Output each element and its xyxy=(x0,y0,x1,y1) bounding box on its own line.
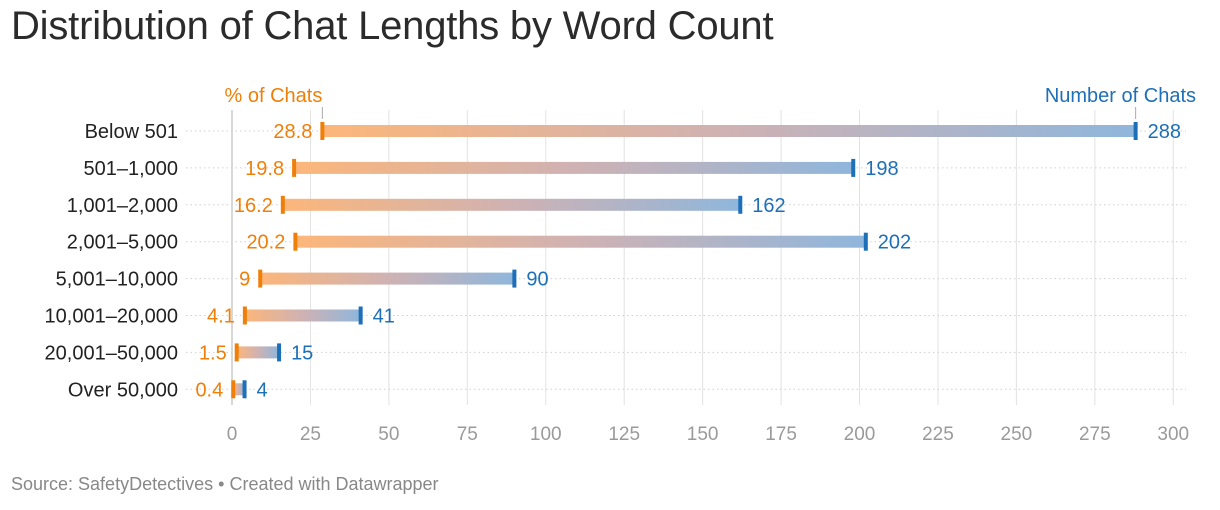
category-label: 501–1,000 xyxy=(83,158,178,180)
category-label: 1,001–2,000 xyxy=(67,195,178,217)
category-label: 5,001–10,000 xyxy=(56,269,178,291)
pct-value-label: 16.2 xyxy=(234,195,273,217)
range-dot-chart: 0 25 50 75 100 125 150 175 200 225 250 275 300 Below … xyxy=(45,85,1196,445)
count-value-label: 90 xyxy=(526,269,548,291)
pct-marker xyxy=(258,269,263,288)
x-tick-label: 225 xyxy=(922,424,954,445)
count-marker xyxy=(738,195,743,214)
pct-marker xyxy=(231,380,236,399)
count-value-label: 288 xyxy=(1148,121,1181,143)
count-marker xyxy=(863,232,868,251)
x-tick-label: 250 xyxy=(1001,424,1033,445)
chart-title: Distribution of Chat Lengths by Word Cou… xyxy=(11,4,774,48)
series-header-pct: % of Chats xyxy=(225,85,323,107)
range-bar xyxy=(295,235,866,248)
x-tick-label: 300 xyxy=(1157,424,1189,445)
pct-marker xyxy=(234,343,239,362)
range-bar xyxy=(322,125,1136,137)
source-text: Source: SafetyDetectives xyxy=(11,474,214,494)
range-bars xyxy=(231,122,1138,399)
pct-marker xyxy=(293,232,298,251)
x-tick-label: 0 xyxy=(227,424,238,445)
range-bar xyxy=(244,309,361,322)
x-tick-label: 100 xyxy=(530,424,562,445)
pct-marker xyxy=(280,195,285,214)
count-marker xyxy=(851,158,856,177)
pct-value-label: 20.2 xyxy=(246,232,285,254)
count-marker xyxy=(1133,122,1138,140)
category-label: 20,001–50,000 xyxy=(45,342,178,364)
footer: Source: SafetyDetectives • Created with … xyxy=(11,474,439,495)
range-bar xyxy=(236,346,280,359)
pct-value-label: 19.8 xyxy=(245,158,284,180)
category-label: 10,001–20,000 xyxy=(45,306,178,328)
count-value-label: 162 xyxy=(752,195,785,217)
count-marker xyxy=(242,380,247,399)
x-tick-label: 150 xyxy=(687,424,719,445)
pct-value-label: 4.1 xyxy=(207,306,235,328)
pct-marker xyxy=(242,306,247,325)
labels: 0 25 50 75 100 125 150 175 200 225 250 275 300 Below … xyxy=(45,85,1196,445)
pct-marker xyxy=(292,158,297,177)
count-value-label: 41 xyxy=(373,306,395,328)
category-label: Below 501 xyxy=(85,121,178,143)
footer-separator: • xyxy=(218,474,225,494)
pct-marker xyxy=(320,122,325,140)
series-header-count: Number of Chats xyxy=(1045,85,1196,107)
count-value-label: 15 xyxy=(291,342,313,364)
count-marker xyxy=(358,306,363,325)
pct-value-label: 0.4 xyxy=(195,379,223,401)
category-label: 2,001–5,000 xyxy=(67,232,178,254)
range-bar xyxy=(282,198,741,211)
x-tick-label: 50 xyxy=(378,424,399,445)
count-value-label: 4 xyxy=(257,379,268,401)
pct-value-label: 1.5 xyxy=(199,342,227,364)
x-tick-label: 175 xyxy=(765,424,797,445)
category-label: Over 50,000 xyxy=(68,379,178,401)
count-marker xyxy=(277,343,282,362)
range-bar xyxy=(233,383,245,396)
pct-value-label: 9 xyxy=(239,269,250,291)
count-value-label: 198 xyxy=(865,158,898,180)
credit-text: Created with Datawrapper xyxy=(229,474,439,494)
count-value-label: 202 xyxy=(878,232,911,254)
x-tick-label: 75 xyxy=(457,424,478,445)
range-bar xyxy=(260,272,515,285)
x-tick-label: 125 xyxy=(608,424,640,445)
range-bar xyxy=(294,161,854,174)
x-tick-label: 25 xyxy=(300,424,321,445)
x-tick-label: 275 xyxy=(1079,424,1111,445)
count-marker xyxy=(512,269,517,288)
pct-value-label: 28.8 xyxy=(273,121,312,143)
x-tick-label: 200 xyxy=(844,424,876,445)
gridlines xyxy=(231,110,1174,405)
